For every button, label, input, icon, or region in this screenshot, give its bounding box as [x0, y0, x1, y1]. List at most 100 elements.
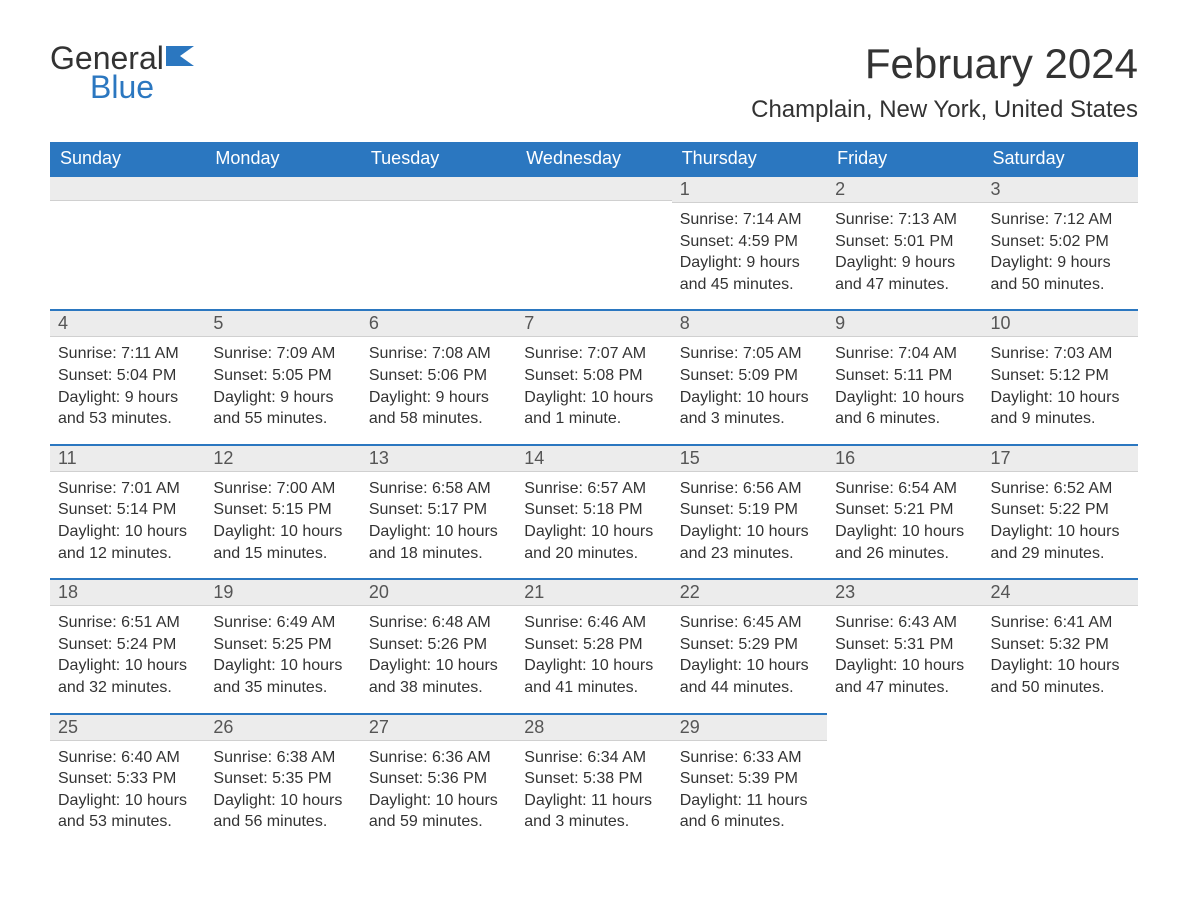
daylight-text-1: Daylight: 10 hours [991, 521, 1130, 543]
day-number: 28 [516, 713, 671, 741]
sunrise-text: Sunrise: 6:56 AM [680, 478, 819, 500]
daylight-text-2: and 1 minute. [524, 408, 663, 430]
calendar-cell: 18Sunrise: 6:51 AMSunset: 5:24 PMDayligh… [50, 578, 205, 712]
sunrise-text: Sunrise: 6:41 AM [991, 612, 1130, 634]
day-body: Sunrise: 6:48 AMSunset: 5:26 PMDaylight:… [361, 606, 516, 712]
calendar-body: 1Sunrise: 7:14 AMSunset: 4:59 PMDaylight… [50, 175, 1138, 847]
day-number: 14 [516, 444, 671, 472]
day-body: Sunrise: 6:51 AMSunset: 5:24 PMDaylight:… [50, 606, 205, 712]
daylight-text-1: Daylight: 10 hours [835, 655, 974, 677]
day-number: 17 [983, 444, 1138, 472]
calendar-week-row: 1Sunrise: 7:14 AMSunset: 4:59 PMDaylight… [50, 175, 1138, 309]
day-number: 20 [361, 578, 516, 606]
day-body: Sunrise: 7:09 AMSunset: 5:05 PMDaylight:… [205, 337, 360, 443]
weekday-header: Friday [827, 142, 982, 175]
weekday-header: Monday [205, 142, 360, 175]
sunset-text: Sunset: 5:22 PM [991, 499, 1130, 521]
calendar-cell: 14Sunrise: 6:57 AMSunset: 5:18 PMDayligh… [516, 444, 671, 578]
daylight-text-2: and 26 minutes. [835, 543, 974, 565]
weekday-header: Sunday [50, 142, 205, 175]
weekday-header: Wednesday [516, 142, 671, 175]
calendar-cell [827, 713, 982, 847]
day-number: 26 [205, 713, 360, 741]
sunset-text: Sunset: 5:28 PM [524, 634, 663, 656]
day-body: Sunrise: 6:57 AMSunset: 5:18 PMDaylight:… [516, 472, 671, 578]
weekday-header: Tuesday [361, 142, 516, 175]
empty-day-strip [205, 175, 360, 201]
calendar-cell: 23Sunrise: 6:43 AMSunset: 5:31 PMDayligh… [827, 578, 982, 712]
calendar-week-row: 25Sunrise: 6:40 AMSunset: 5:33 PMDayligh… [50, 713, 1138, 847]
calendar-cell: 26Sunrise: 6:38 AMSunset: 5:35 PMDayligh… [205, 713, 360, 847]
sunrise-text: Sunrise: 7:13 AM [835, 209, 974, 231]
day-number: 15 [672, 444, 827, 472]
daylight-text-2: and 59 minutes. [369, 811, 508, 833]
title-block: February 2024 Champlain, New York, Unite… [751, 40, 1138, 124]
daylight-text-1: Daylight: 10 hours [213, 655, 352, 677]
calendar-cell: 8Sunrise: 7:05 AMSunset: 5:09 PMDaylight… [672, 309, 827, 443]
daylight-text-1: Daylight: 9 hours [835, 252, 974, 274]
daylight-text-1: Daylight: 9 hours [369, 387, 508, 409]
day-body: Sunrise: 7:12 AMSunset: 5:02 PMDaylight:… [983, 203, 1138, 309]
calendar-cell [983, 713, 1138, 847]
day-number: 12 [205, 444, 360, 472]
day-body: Sunrise: 7:01 AMSunset: 5:14 PMDaylight:… [50, 472, 205, 578]
day-body: Sunrise: 6:45 AMSunset: 5:29 PMDaylight:… [672, 606, 827, 712]
calendar-cell: 4Sunrise: 7:11 AMSunset: 5:04 PMDaylight… [50, 309, 205, 443]
day-number: 24 [983, 578, 1138, 606]
daylight-text-2: and 50 minutes. [991, 274, 1130, 296]
brand-part2: Blue [90, 69, 164, 106]
sunset-text: Sunset: 5:18 PM [524, 499, 663, 521]
sunrise-text: Sunrise: 7:05 AM [680, 343, 819, 365]
daylight-text-2: and 44 minutes. [680, 677, 819, 699]
sunset-text: Sunset: 5:19 PM [680, 499, 819, 521]
day-body: Sunrise: 7:04 AMSunset: 5:11 PMDaylight:… [827, 337, 982, 443]
brand-logo: General Blue [50, 40, 202, 106]
sunset-text: Sunset: 5:31 PM [835, 634, 974, 656]
sunset-text: Sunset: 5:32 PM [991, 634, 1130, 656]
day-number: 10 [983, 309, 1138, 337]
sunrise-text: Sunrise: 7:07 AM [524, 343, 663, 365]
daylight-text-2: and 29 minutes. [991, 543, 1130, 565]
calendar-header-row: Sunday Monday Tuesday Wednesday Thursday… [50, 142, 1138, 175]
daylight-text-1: Daylight: 9 hours [213, 387, 352, 409]
calendar-week-row: 18Sunrise: 6:51 AMSunset: 5:24 PMDayligh… [50, 578, 1138, 712]
sunrise-text: Sunrise: 7:03 AM [991, 343, 1130, 365]
sunset-text: Sunset: 5:05 PM [213, 365, 352, 387]
sunrise-text: Sunrise: 6:34 AM [524, 747, 663, 769]
calendar-cell: 13Sunrise: 6:58 AMSunset: 5:17 PMDayligh… [361, 444, 516, 578]
sunset-text: Sunset: 4:59 PM [680, 231, 819, 253]
sunset-text: Sunset: 5:39 PM [680, 768, 819, 790]
daylight-text-1: Daylight: 10 hours [369, 790, 508, 812]
day-number: 4 [50, 309, 205, 337]
calendar-cell [50, 175, 205, 309]
daylight-text-1: Daylight: 10 hours [991, 655, 1130, 677]
sunrise-text: Sunrise: 6:43 AM [835, 612, 974, 634]
calendar-cell: 6Sunrise: 7:08 AMSunset: 5:06 PMDaylight… [361, 309, 516, 443]
sunrise-text: Sunrise: 6:45 AM [680, 612, 819, 634]
calendar-cell: 2Sunrise: 7:13 AMSunset: 5:01 PMDaylight… [827, 175, 982, 309]
sunrise-text: Sunrise: 7:08 AM [369, 343, 508, 365]
daylight-text-2: and 35 minutes. [213, 677, 352, 699]
sunrise-text: Sunrise: 7:00 AM [213, 478, 352, 500]
day-body: Sunrise: 6:41 AMSunset: 5:32 PMDaylight:… [983, 606, 1138, 712]
location-subtitle: Champlain, New York, United States [751, 96, 1138, 124]
calendar-cell: 15Sunrise: 6:56 AMSunset: 5:19 PMDayligh… [672, 444, 827, 578]
day-number: 7 [516, 309, 671, 337]
day-body: Sunrise: 6:34 AMSunset: 5:38 PMDaylight:… [516, 741, 671, 847]
daylight-text-2: and 6 minutes. [680, 811, 819, 833]
daylight-text-1: Daylight: 10 hours [369, 655, 508, 677]
daylight-text-2: and 50 minutes. [991, 677, 1130, 699]
sunrise-text: Sunrise: 6:40 AM [58, 747, 197, 769]
day-number: 23 [827, 578, 982, 606]
daylight-text-1: Daylight: 10 hours [58, 790, 197, 812]
daylight-text-1: Daylight: 9 hours [991, 252, 1130, 274]
day-number: 9 [827, 309, 982, 337]
day-number: 13 [361, 444, 516, 472]
calendar-cell: 25Sunrise: 6:40 AMSunset: 5:33 PMDayligh… [50, 713, 205, 847]
sunset-text: Sunset: 5:01 PM [835, 231, 974, 253]
daylight-text-1: Daylight: 10 hours [991, 387, 1130, 409]
calendar-cell: 21Sunrise: 6:46 AMSunset: 5:28 PMDayligh… [516, 578, 671, 712]
day-body: Sunrise: 6:43 AMSunset: 5:31 PMDaylight:… [827, 606, 982, 712]
daylight-text-2: and 53 minutes. [58, 811, 197, 833]
sunrise-text: Sunrise: 6:33 AM [680, 747, 819, 769]
